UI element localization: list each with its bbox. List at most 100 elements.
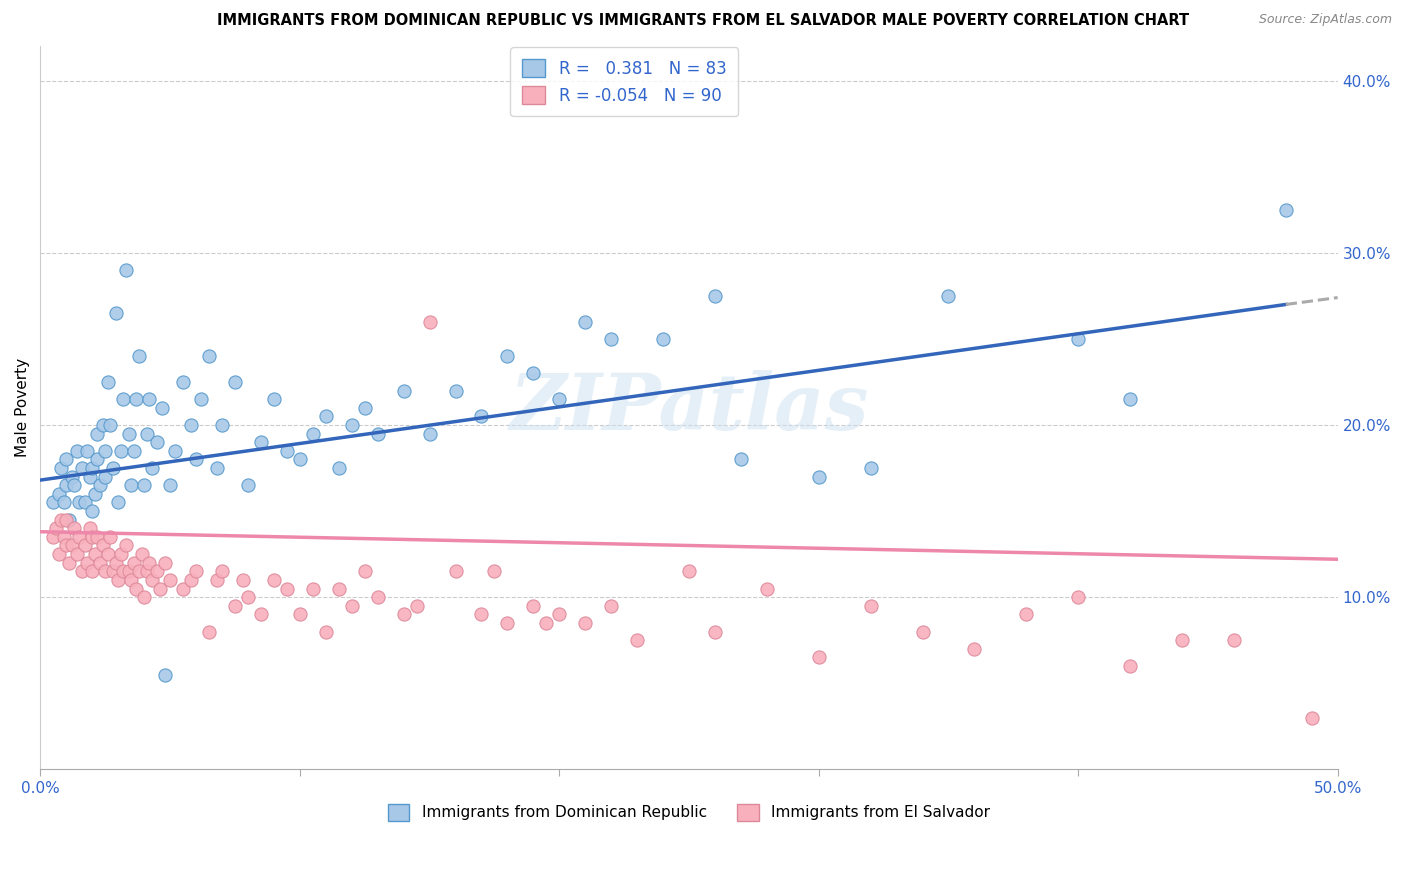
Point bbox=[73, 495, 96, 509]
Point bbox=[141, 461, 163, 475]
Point bbox=[198, 624, 221, 639]
Point bbox=[117, 426, 139, 441]
Point bbox=[52, 495, 75, 509]
Point bbox=[79, 521, 101, 535]
Point bbox=[315, 624, 337, 639]
Point bbox=[328, 461, 350, 475]
Point bbox=[470, 607, 492, 622]
Point bbox=[107, 573, 129, 587]
Point bbox=[138, 392, 160, 406]
Point bbox=[115, 263, 138, 277]
Point bbox=[66, 547, 89, 561]
Point bbox=[82, 530, 104, 544]
Point bbox=[60, 469, 83, 483]
Point bbox=[574, 615, 596, 630]
Point bbox=[184, 452, 207, 467]
Point bbox=[301, 582, 323, 596]
Point bbox=[184, 564, 207, 578]
Point bbox=[94, 443, 117, 458]
Point bbox=[146, 435, 169, 450]
Point bbox=[146, 564, 169, 578]
Point bbox=[165, 443, 187, 458]
Point bbox=[419, 426, 441, 441]
Point bbox=[536, 615, 558, 630]
Point bbox=[392, 607, 415, 622]
Point bbox=[89, 478, 111, 492]
Point bbox=[205, 461, 228, 475]
Point bbox=[82, 564, 104, 578]
Point bbox=[236, 478, 259, 492]
Point bbox=[122, 556, 145, 570]
Point bbox=[149, 582, 172, 596]
Point bbox=[522, 599, 544, 613]
Point bbox=[79, 469, 101, 483]
Point bbox=[1171, 633, 1194, 648]
Point bbox=[496, 349, 519, 363]
Point bbox=[236, 590, 259, 604]
Point bbox=[128, 564, 150, 578]
Point bbox=[1223, 633, 1246, 648]
Point bbox=[91, 417, 114, 432]
Point bbox=[859, 461, 882, 475]
Point bbox=[1119, 659, 1142, 673]
Point bbox=[340, 599, 363, 613]
Point bbox=[224, 375, 246, 389]
Point bbox=[134, 590, 156, 604]
Point bbox=[42, 495, 65, 509]
Point bbox=[91, 539, 114, 553]
Point bbox=[250, 607, 273, 622]
Point bbox=[86, 530, 108, 544]
Point bbox=[110, 443, 132, 458]
Point bbox=[548, 392, 571, 406]
Point bbox=[100, 530, 122, 544]
Point bbox=[963, 641, 986, 656]
Point bbox=[63, 478, 86, 492]
Point bbox=[141, 573, 163, 587]
Point bbox=[86, 426, 108, 441]
Point bbox=[180, 417, 202, 432]
Point bbox=[288, 452, 311, 467]
Point bbox=[135, 426, 157, 441]
Point bbox=[807, 469, 830, 483]
Point bbox=[405, 599, 427, 613]
Point bbox=[101, 461, 124, 475]
Point bbox=[101, 564, 124, 578]
Point bbox=[419, 315, 441, 329]
Legend: Immigrants from Dominican Republic, Immigrants from El Salvador: Immigrants from Dominican Republic, Immi… bbox=[382, 797, 995, 827]
Point bbox=[392, 384, 415, 398]
Point bbox=[211, 417, 233, 432]
Point bbox=[626, 633, 648, 648]
Point bbox=[115, 539, 138, 553]
Point bbox=[859, 599, 882, 613]
Point bbox=[94, 564, 117, 578]
Point bbox=[58, 513, 80, 527]
Y-axis label: Male Poverty: Male Poverty bbox=[15, 359, 30, 458]
Point bbox=[263, 392, 285, 406]
Point bbox=[367, 590, 389, 604]
Point bbox=[89, 556, 111, 570]
Point bbox=[48, 547, 70, 561]
Text: Source: ZipAtlas.com: Source: ZipAtlas.com bbox=[1258, 13, 1392, 27]
Point bbox=[97, 375, 120, 389]
Point bbox=[470, 409, 492, 424]
Point bbox=[112, 564, 135, 578]
Point bbox=[276, 443, 298, 458]
Point bbox=[117, 564, 139, 578]
Point bbox=[63, 521, 86, 535]
Point bbox=[48, 487, 70, 501]
Text: ZIPatlas: ZIPatlas bbox=[509, 369, 869, 446]
Point bbox=[353, 401, 375, 415]
Point bbox=[82, 461, 104, 475]
Point bbox=[652, 332, 675, 346]
Point bbox=[55, 452, 77, 467]
Point bbox=[42, 530, 65, 544]
Point bbox=[340, 417, 363, 432]
Point bbox=[134, 478, 156, 492]
Point bbox=[1301, 711, 1323, 725]
Point bbox=[125, 392, 148, 406]
Point bbox=[250, 435, 273, 450]
Point bbox=[205, 573, 228, 587]
Point bbox=[211, 564, 233, 578]
Point bbox=[51, 461, 73, 475]
Point bbox=[444, 564, 467, 578]
